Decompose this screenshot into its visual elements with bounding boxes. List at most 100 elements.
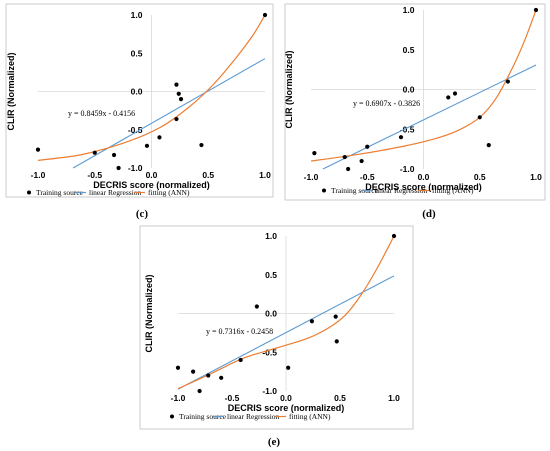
linear-regression-line	[72, 58, 266, 169]
training-point	[486, 143, 491, 148]
y-tick-label: -1.0	[262, 386, 277, 396]
x-tick-label: -0.5	[360, 172, 375, 182]
training-point	[199, 142, 204, 148]
y-axis-label: CLIR (Normalized)	[6, 52, 16, 130]
y-tick-label: -1.0	[400, 164, 415, 174]
x-tick-label: 0.0	[418, 172, 430, 182]
x-tick-label: -1.0	[31, 170, 46, 180]
y-axis-label: CLIR (Normalized)	[284, 50, 294, 128]
training-point	[238, 357, 243, 363]
training-point	[144, 143, 150, 148]
legend-label-linear: linear Regression	[89, 188, 142, 197]
training-point	[174, 116, 179, 122]
x-tick-label: -1.0	[171, 393, 186, 403]
y-tick-label: 0.0	[131, 87, 143, 97]
x-axis-label: DECRIS score (normalized)	[228, 403, 345, 413]
training-point	[206, 373, 211, 378]
training-point	[505, 79, 510, 84]
chart-panel-1: -1.0 -0.5 0.0 0.5 1.0 -1.0 -0.5 0.0 0.5 1.0 DECRIS…	[5, 3, 274, 220]
regression-equation: y = 0.8459x - 0.4156	[68, 109, 135, 118]
legend-marker-training	[170, 414, 174, 419]
training-point	[254, 304, 259, 309]
y-tick-label: 0.5	[265, 270, 277, 280]
y-tick-label: -0.5	[262, 347, 277, 357]
training-point	[286, 365, 291, 370]
training-point	[398, 135, 404, 140]
x-tick-label: 1.0	[388, 393, 400, 403]
ann-fitting-curve	[37, 14, 266, 161]
training-point	[533, 7, 539, 13]
x-axis-label: DECRIS score (normalized)	[93, 180, 210, 190]
training-point	[342, 154, 347, 160]
training-point	[309, 319, 315, 324]
legend-label-training: Training source	[36, 188, 84, 197]
training-point	[197, 388, 202, 394]
training-point	[346, 166, 351, 172]
linear-regression-line	[322, 64, 537, 170]
training-point	[446, 95, 451, 100]
legend-marker-training	[322, 188, 326, 193]
training-point	[219, 375, 224, 380]
x-tick-label: -1.0	[304, 172, 319, 182]
training-point	[191, 369, 196, 374]
x-tick-label: 0.0	[146, 170, 158, 180]
regression-equation: y = 0.6907x - 0.3826	[353, 99, 420, 108]
x-tick-label: 0.0	[280, 393, 292, 403]
legend-label-linear: linear Regression	[227, 412, 280, 421]
training-point	[178, 97, 184, 102]
chart-frame	[5, 3, 274, 198]
chart-panel-2: -1.0 -0.5 0.0 0.5 1.0 -1.0 -0.5 0.0 0.5 1.0 DECRIS…	[284, 3, 546, 220]
y-tick-label: 0.5	[131, 48, 143, 58]
y-tick-label: 1.0	[265, 231, 277, 241]
y-tick-label: 0.0	[403, 85, 415, 95]
training-point	[116, 165, 121, 171]
training-point	[262, 12, 268, 18]
chart-panel-3: -1.0 -0.5 0.0 0.5 1.0 -1.0 -0.5 0.0 0.5 1.0 DECRIS…	[139, 225, 414, 448]
x-tick-label: -0.5	[87, 170, 102, 180]
x-tick-label: 1.0	[530, 172, 542, 182]
panel-caption: (d)	[422, 208, 436, 220]
training-point	[312, 151, 317, 156]
legend-label-ann: fitting (ANN)	[289, 412, 331, 421]
x-tick-label: 0.5	[474, 172, 486, 182]
y-tick-label: -0.5	[128, 125, 143, 135]
legend-label-training: Training source	[179, 412, 227, 421]
x-tick-label: -0.5	[225, 393, 240, 403]
legend-marker-training	[27, 190, 31, 195]
training-point	[334, 339, 339, 344]
training-point	[174, 82, 179, 87]
training-point	[175, 365, 181, 370]
y-tick-label: 1.0	[131, 10, 143, 20]
x-tick-label: 0.5	[334, 393, 346, 403]
x-axis-label: DECRIS score (normalized)	[365, 182, 482, 192]
training-point	[365, 144, 370, 149]
y-tick-label: 0.0	[265, 309, 277, 319]
regression-equation: y = 0.7316x - 0.2458	[206, 327, 273, 336]
linear-regression-line	[177, 275, 395, 390]
training-point	[111, 152, 117, 158]
training-point	[359, 158, 364, 164]
y-tick-label: 1.0	[403, 5, 415, 15]
legend-label-linear: linear Regression	[375, 186, 428, 195]
training-point	[176, 91, 181, 96]
y-tick-label: -0.5	[400, 124, 415, 134]
training-point	[391, 233, 397, 239]
training-point	[452, 91, 458, 96]
chart-frame	[284, 3, 546, 201]
panel-caption: (c)	[136, 208, 149, 220]
chart-frame	[139, 225, 414, 430]
training-point	[92, 150, 97, 155]
ann-fitting-curve	[310, 9, 537, 162]
x-tick-label: 1.0	[259, 170, 271, 180]
training-point	[477, 115, 482, 120]
x-tick-label: 0.5	[202, 170, 214, 180]
y-axis-label: CLIR (Normalized)	[144, 274, 154, 352]
panel-caption: (e)	[268, 436, 281, 448]
training-point	[333, 314, 338, 319]
training-point	[35, 147, 41, 152]
legend-label-ann: fitting (ANN)	[148, 188, 190, 197]
legend-label-ann: fitting (ANN)	[432, 186, 474, 195]
legend-label-training: Training source	[331, 186, 379, 195]
ann-fitting-curve	[177, 235, 395, 390]
